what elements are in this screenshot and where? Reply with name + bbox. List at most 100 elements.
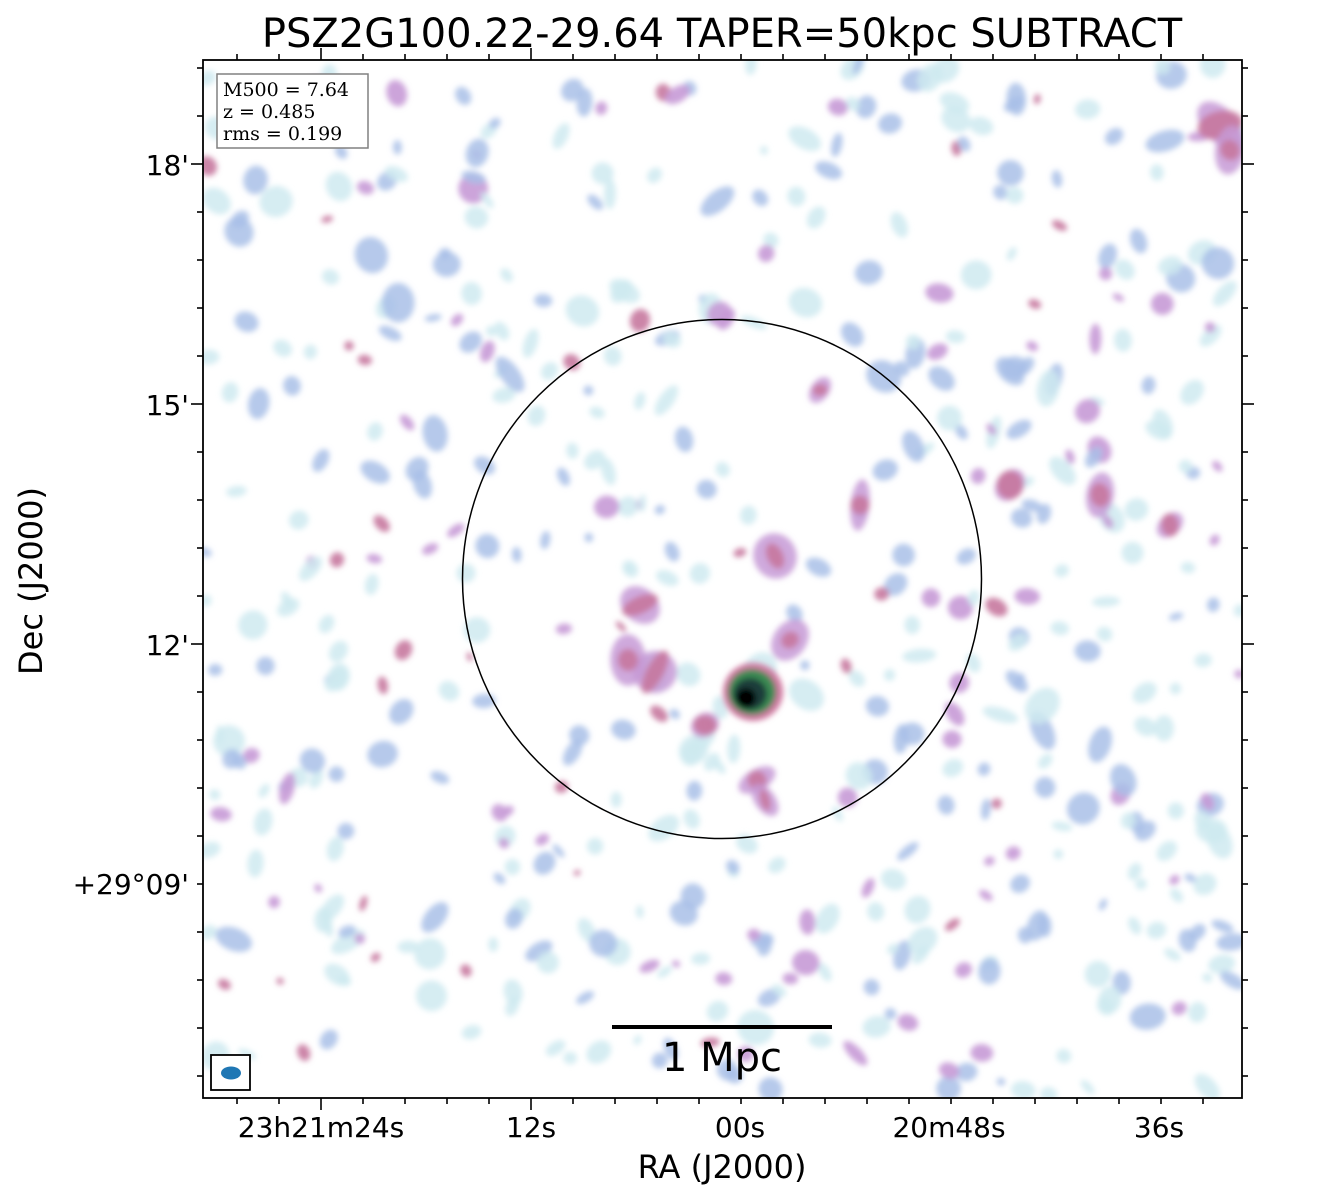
noise-blob: [1051, 821, 1073, 832]
noise-blob: [535, 833, 550, 846]
noise-blob: [1006, 419, 1032, 440]
noise-blob: [937, 405, 962, 431]
info-line-redshift: z = 0.485: [223, 101, 315, 123]
x-tick-label: 36s: [1134, 1111, 1184, 1144]
noise-blob: [367, 740, 398, 768]
noise-blob: [209, 789, 221, 801]
noise-blob: [1150, 292, 1174, 316]
noise-blob: [412, 470, 433, 499]
noise-blob: [1014, 588, 1040, 605]
noise-blob: [511, 547, 522, 563]
noise-blob: [359, 895, 368, 912]
noise-blob: [1098, 985, 1122, 1014]
noise-blob: [1134, 820, 1156, 841]
noise-blob: [289, 510, 309, 530]
noise-blob: [1129, 228, 1148, 254]
noise-blob: [706, 1000, 729, 1022]
noise-blob: [639, 959, 660, 973]
noise-blob: [325, 171, 353, 202]
noise-blob: [465, 138, 489, 168]
noise-blob: [234, 311, 259, 333]
noise-blob: [221, 382, 239, 403]
noise-blob: [460, 964, 472, 977]
noise-blob: [461, 282, 482, 305]
noise-blob: [1208, 954, 1236, 974]
noise-blob: [960, 260, 992, 290]
noise-blob: [1006, 247, 1017, 261]
compact-source: [723, 663, 783, 721]
noise-blob: [494, 321, 510, 341]
noise-blob: [569, 725, 590, 746]
noise-blob: [757, 244, 775, 263]
noise-blob: [615, 621, 627, 632]
y-tick-label: 18': [146, 149, 189, 182]
noise-blob: [1096, 626, 1113, 642]
noise-blob: [1180, 379, 1204, 405]
noise-blob: [884, 1008, 897, 1020]
noise-blob: [832, 806, 844, 822]
noise-blob: [727, 734, 741, 764]
noise-blob: [715, 461, 730, 478]
noise-blob: [1005, 186, 1024, 204]
noise-blob: [757, 988, 781, 1007]
noise-blob: [1132, 682, 1157, 704]
noise-blob: [763, 232, 779, 248]
noise-blob: [326, 836, 344, 862]
noise-blob: [1164, 948, 1181, 961]
noise-blob: [438, 680, 460, 701]
noise-blob: [985, 597, 1008, 617]
noise-blob: [556, 467, 571, 486]
noise-blob: [1180, 561, 1196, 574]
noise-blob: [1074, 640, 1101, 662]
noise-blob: [1134, 716, 1157, 737]
noise-blob: [466, 652, 473, 662]
noise-blob: [996, 470, 1024, 500]
noise-blob: [1199, 60, 1226, 79]
noise-blob: [576, 991, 595, 1005]
noise-blob: [377, 676, 389, 695]
x-tick-label: 00s: [715, 1111, 765, 1144]
noise-blob: [1001, 356, 1028, 380]
noise-blob: [986, 423, 997, 436]
noise-blob: [527, 405, 546, 426]
noise-blob: [210, 807, 232, 822]
noise-blob: [563, 354, 581, 371]
noise-blob: [997, 160, 1024, 186]
noise-blob: [381, 282, 415, 323]
noise-blob: [1053, 849, 1064, 860]
noise-blob: [805, 557, 832, 577]
noise-blob: [591, 162, 614, 185]
noise-blob: [1169, 682, 1182, 695]
noise-blob: [534, 293, 553, 308]
noise-blob: [654, 385, 679, 416]
noise-blob: [863, 979, 880, 996]
noise-blob: [656, 569, 679, 587]
noise-blob: [759, 789, 771, 811]
noise-blob: [945, 330, 966, 344]
noise-blob: [848, 670, 865, 687]
noise-blob: [1038, 753, 1053, 769]
noise-blob: [862, 1015, 891, 1038]
y-tick-label: 12': [146, 629, 189, 662]
noise-blob: [1216, 933, 1242, 951]
noise-blob: [672, 960, 681, 968]
noise-blob: [936, 1076, 961, 1098]
noise-blob: [939, 92, 970, 114]
noise-blob: [1112, 293, 1125, 302]
noise-blob: [683, 809, 700, 829]
noise-blob: [545, 1040, 566, 1057]
noise-blob: [489, 117, 501, 129]
noise-blob: [480, 340, 495, 363]
noise-blob: [525, 940, 553, 962]
noise-blob: [1128, 916, 1142, 935]
noise-blob: [845, 96, 861, 111]
noise-blob: [865, 695, 890, 717]
noise-blob: [247, 388, 270, 420]
y-axis-label: Dec (J2000): [12, 487, 50, 675]
noise-blob: [1051, 170, 1063, 188]
noise-blob: [967, 589, 980, 606]
noise-blob: [268, 895, 280, 909]
noise-blob: [1169, 874, 1180, 885]
noise-blob: [321, 269, 340, 285]
